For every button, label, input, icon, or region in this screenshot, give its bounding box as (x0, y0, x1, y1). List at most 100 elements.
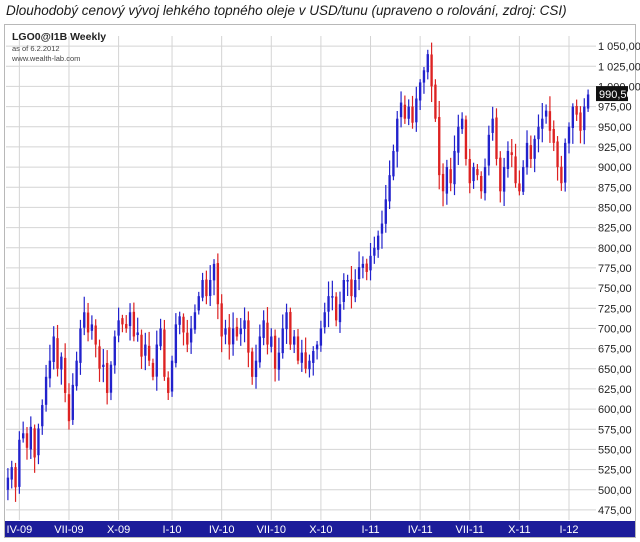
candle-body (373, 247, 376, 256)
candle-body (434, 84, 437, 119)
grid-lines (6, 36, 596, 520)
candle-body (319, 328, 323, 346)
candle-body (315, 344, 319, 350)
candle-body (75, 360, 78, 387)
candle-body (384, 199, 387, 224)
candle-body (323, 312, 326, 328)
candle-body (140, 334, 143, 357)
candle-body (380, 223, 384, 234)
candle-body (52, 336, 55, 362)
x-tick-label: IV-10 (209, 524, 235, 536)
candle-body (300, 352, 304, 363)
candle-body (418, 82, 422, 101)
candle-body (125, 323, 128, 329)
x-tick-label: I-12 (560, 524, 579, 536)
candle-body (67, 394, 71, 422)
candle-body (56, 338, 59, 369)
candle-body (281, 328, 284, 354)
candle-body (98, 346, 101, 369)
candle-body (247, 320, 250, 353)
candle-body (445, 167, 449, 194)
candle-body (79, 328, 82, 363)
candle-body (583, 106, 586, 131)
candle-body (579, 112, 582, 131)
candle-body (369, 255, 372, 271)
y-tick-label: 800,00 (598, 243, 632, 255)
candle-body (292, 336, 296, 345)
candle-body (472, 167, 475, 182)
candle-body (376, 235, 380, 250)
x-tick-label: X-10 (309, 524, 332, 536)
y-tick-label: 700,00 (598, 323, 632, 335)
candle-body (189, 328, 193, 343)
candle-body (14, 467, 17, 488)
candle-body (277, 352, 281, 370)
x-tick-label: IV-11 (408, 524, 433, 536)
candle-body (6, 477, 10, 490)
candle-body (399, 102, 403, 118)
candle-body (44, 376, 48, 405)
candle-body (544, 110, 548, 117)
candle-body (460, 118, 464, 130)
candle-body (273, 335, 277, 369)
y-tick-label: 550,00 (598, 444, 632, 456)
candle-body (483, 167, 487, 194)
candle-body (468, 159, 471, 184)
candle-body (334, 296, 338, 321)
candle-body (453, 150, 456, 185)
candle-body (510, 152, 513, 155)
candle-body (205, 279, 208, 297)
candle-body (304, 352, 307, 369)
candle-body (178, 316, 181, 325)
x-tick-label: IV-09 (7, 524, 33, 536)
candle-body (243, 320, 246, 329)
y-tick-label: 875,00 (598, 182, 632, 194)
candle-body (121, 318, 124, 325)
candle-body (10, 467, 13, 480)
candle-body (415, 98, 418, 123)
candle-body (144, 344, 147, 356)
candle-body (308, 360, 311, 370)
y-tick-label: 975,00 (598, 102, 632, 114)
candle-body (411, 106, 414, 123)
candlesticks (6, 42, 590, 502)
candle-body (529, 145, 533, 160)
candle-body (174, 324, 178, 364)
candle-body (365, 263, 368, 272)
candle-body (361, 263, 365, 268)
y-tick-label: 775,00 (598, 263, 632, 275)
candle-body (533, 138, 536, 159)
y-tick-label: 600,00 (598, 404, 632, 416)
candle-body (403, 104, 407, 119)
y-tick-label: 725,00 (598, 303, 632, 315)
candle-body (105, 362, 109, 393)
last-price-label: 990,50 (599, 89, 633, 101)
candle-body (48, 360, 52, 379)
candle-body (201, 280, 204, 298)
candle-body (285, 312, 288, 330)
y-tick-label: 675,00 (598, 344, 632, 356)
y-tick-label: 750,00 (598, 283, 632, 295)
y-tick-label: 650,00 (598, 364, 632, 376)
candle-body (41, 405, 44, 427)
candle-body (502, 167, 506, 192)
candle-body (220, 303, 223, 337)
candle-body (209, 280, 212, 296)
symbol-label: LGO0@I1B Weekly (12, 31, 107, 43)
candle-body (331, 296, 334, 298)
y-tick-label: 950,00 (598, 122, 632, 134)
x-tick-label: VII-10 (257, 524, 286, 536)
x-tick-label: I-11 (361, 524, 379, 536)
candle-body (37, 428, 40, 456)
candle-body (575, 105, 578, 115)
candle-body (90, 324, 94, 331)
candle-body (426, 54, 429, 73)
y-tick-label: 475,00 (598, 505, 632, 517)
y-axis-labels: 475,00 500,00 525,00 550,00 575,00 600,00 625,… (598, 41, 640, 517)
candle-body (586, 94, 590, 109)
candle-body (564, 142, 567, 183)
candle-body (63, 357, 67, 393)
candle-body (136, 332, 139, 336)
candle-body (251, 351, 254, 377)
